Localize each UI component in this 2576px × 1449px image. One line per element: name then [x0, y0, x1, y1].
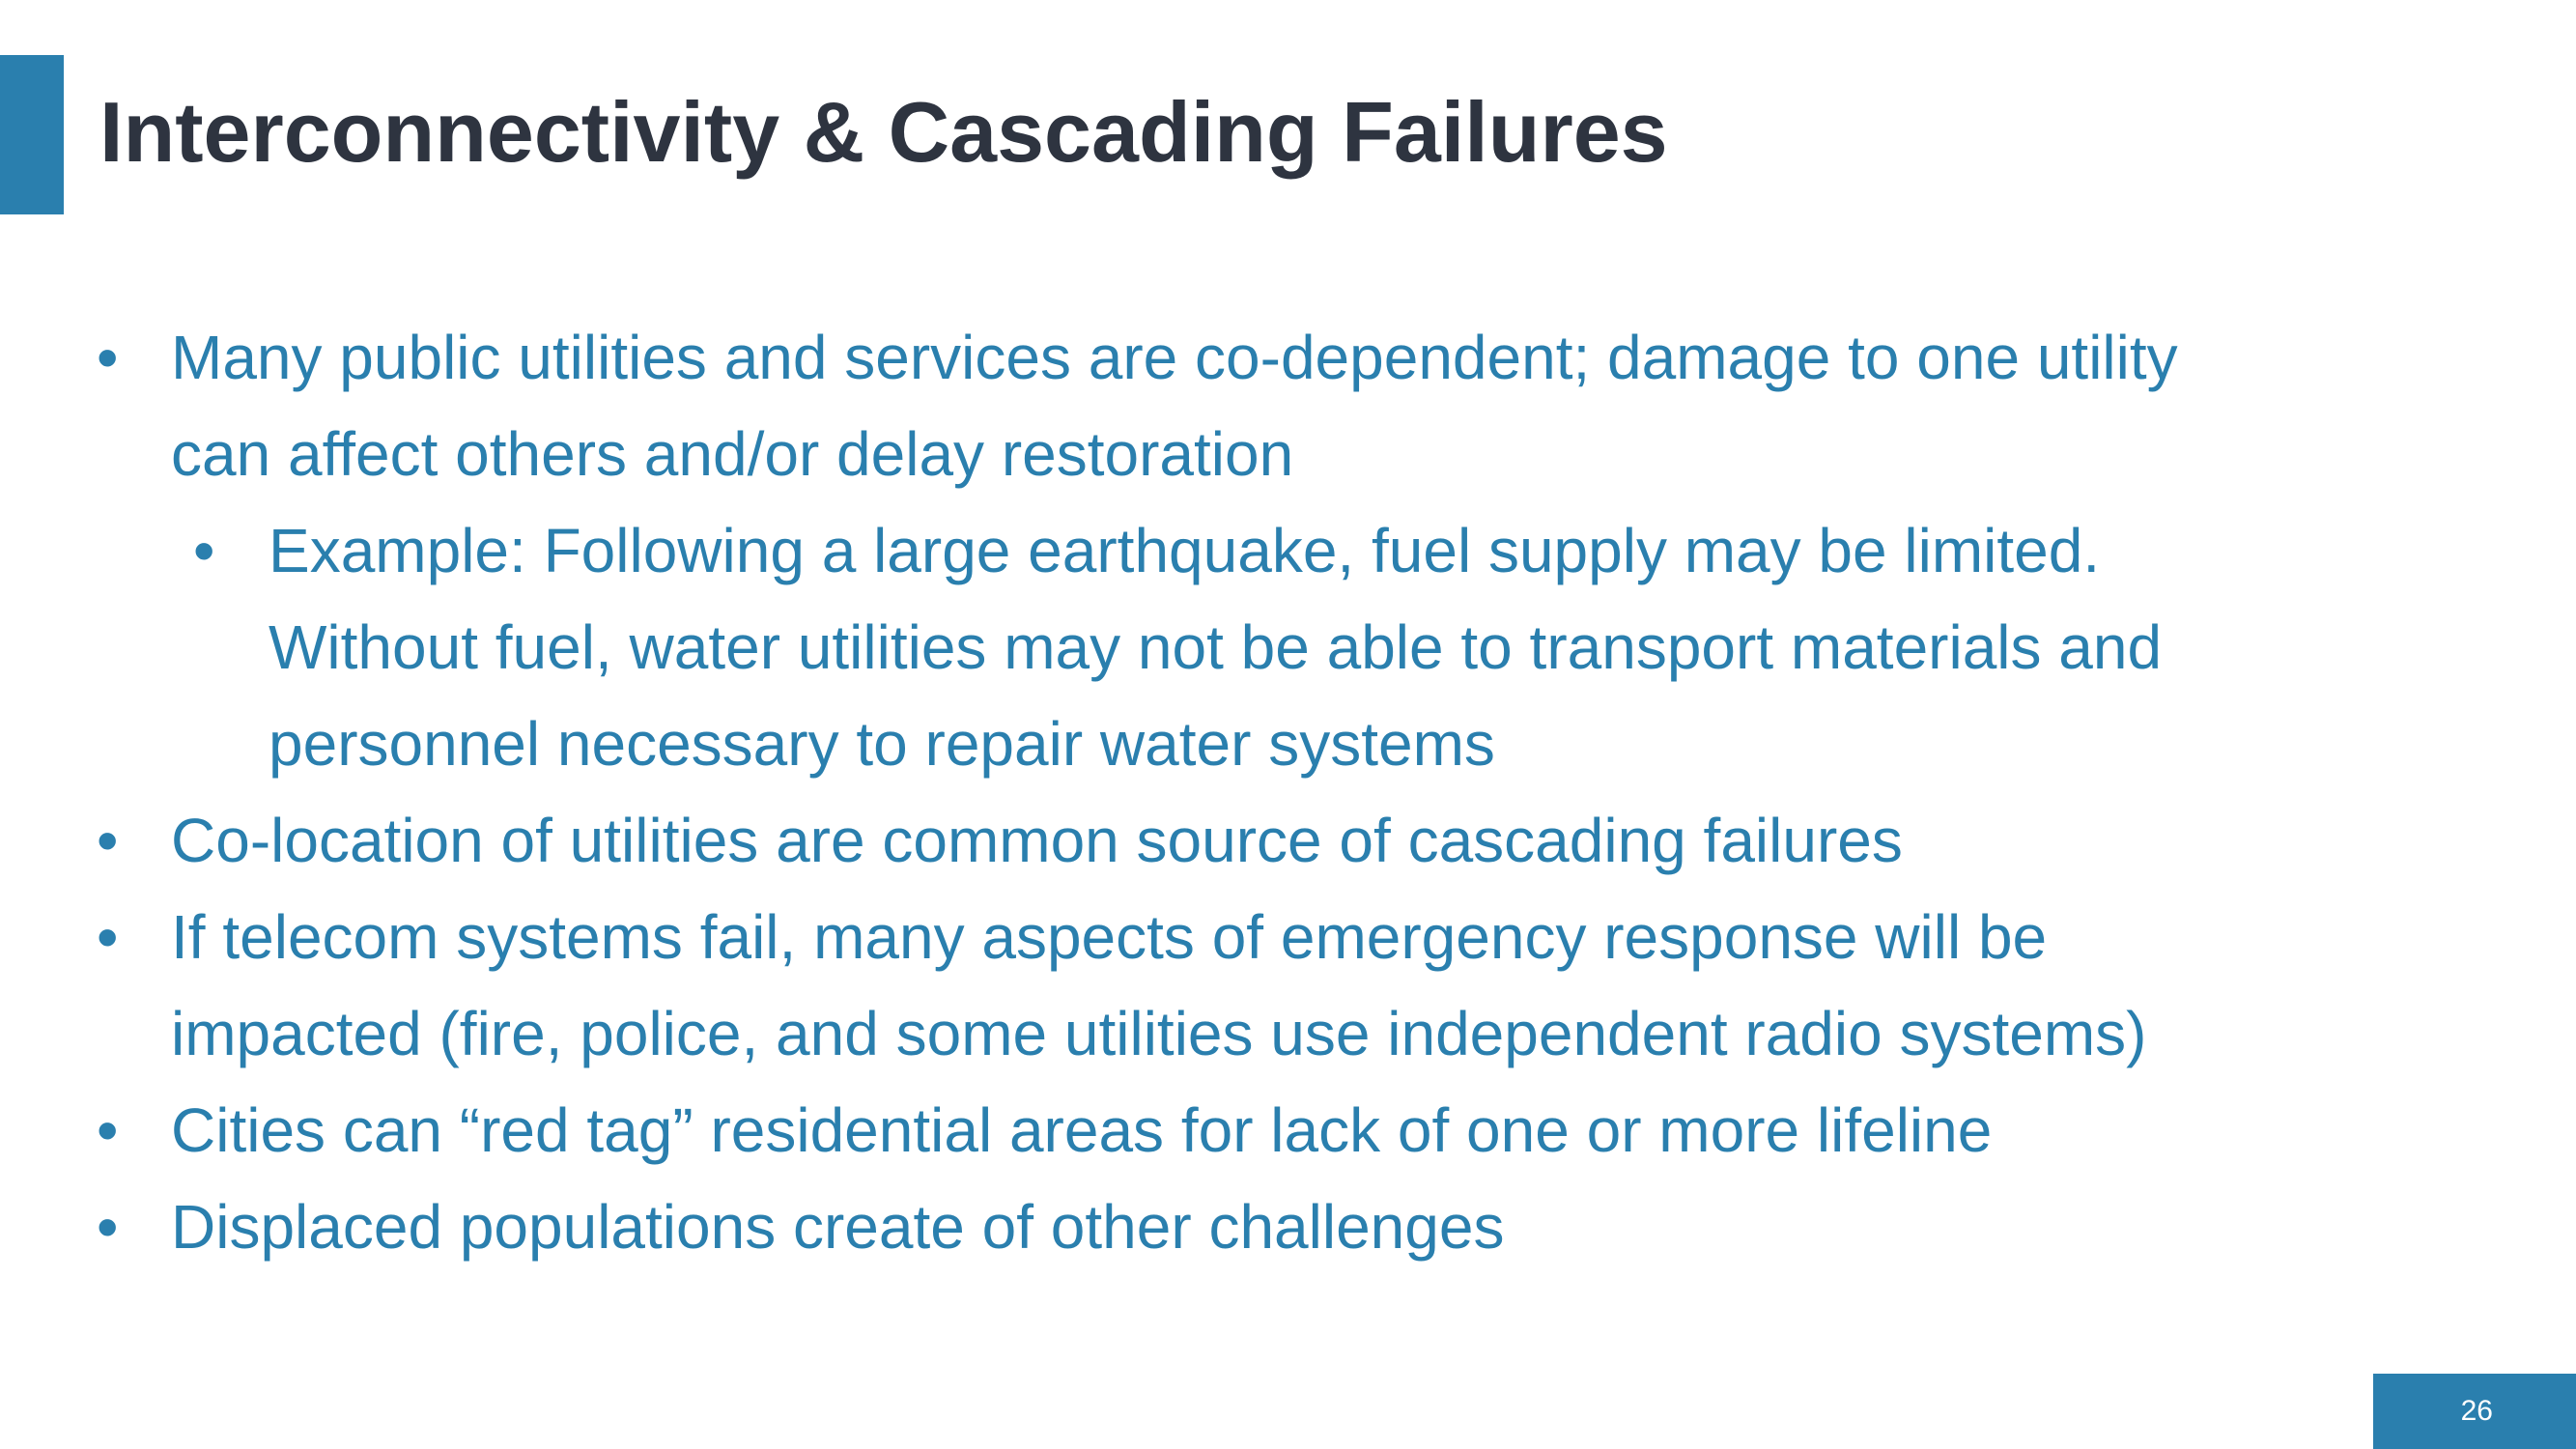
- sub-bullet-item: • Example: Following a large earthquake,…: [0, 502, 2576, 792]
- title-accent-bar: [0, 55, 64, 214]
- bullet-marker: •: [97, 1095, 119, 1165]
- bullet-line: If telecom systems fail, many aspects of…: [171, 902, 2048, 972]
- bullet-line: Co-location of utilities are common sour…: [171, 806, 1903, 875]
- bullet-marker: •: [97, 323, 119, 392]
- bullet-item: • Displaced populations create of other …: [0, 1179, 2576, 1275]
- page-number-badge: 26: [2373, 1374, 2576, 1449]
- bullet-item: • Many public utilities and services are…: [0, 309, 2576, 502]
- bullet-line: can affect others and/or delay restorati…: [171, 419, 1294, 489]
- bullet-marker: •: [193, 516, 215, 585]
- bullet-list: • Many public utilities and services are…: [0, 309, 2576, 1275]
- bullet-line: Cities can “red tag” residential areas f…: [171, 1095, 1993, 1165]
- bullet-line: Displaced populations create of other ch…: [171, 1192, 1505, 1262]
- bullet-line: Example: Following a large earthquake, f…: [269, 516, 2101, 585]
- bullet-item: • Cities can “red tag” residential areas…: [0, 1082, 2576, 1179]
- bullet-line: Without fuel, water utilities may not be…: [269, 612, 2163, 682]
- slide-title: Interconnectivity & Cascading Failures: [99, 84, 1668, 180]
- bullet-line: Many public utilities and services are c…: [171, 323, 2178, 392]
- bullet-marker: •: [97, 902, 119, 972]
- bullet-line: impacted (fire, police, and some utiliti…: [171, 999, 2147, 1068]
- bullet-item: • If telecom systems fail, many aspects …: [0, 889, 2576, 1082]
- bullet-line: personnel necessary to repair water syst…: [269, 709, 1495, 779]
- page-number: 26: [2460, 1395, 2493, 1427]
- bullet-marker: •: [97, 806, 119, 875]
- bullet-marker: •: [97, 1192, 119, 1262]
- bullet-item: • Co-location of utilities are common so…: [0, 792, 2576, 889]
